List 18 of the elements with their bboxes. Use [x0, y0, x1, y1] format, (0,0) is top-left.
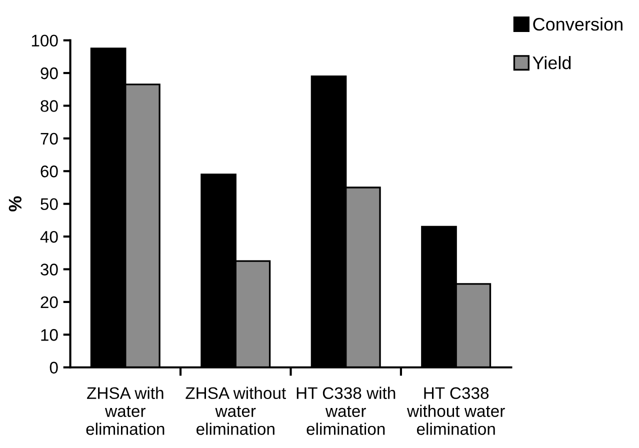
legend-label: Yield — [532, 56, 571, 70]
y-tick-label: 70 — [40, 132, 58, 145]
y-tick-label: 30 — [40, 264, 58, 276]
legend-label: Conversion — [533, 17, 622, 31]
y-tick-label: 40 — [40, 230, 58, 243]
x-tick-label: HT C338 with water elimination — [296, 386, 396, 435]
y-tick-label: 50 — [40, 198, 58, 210]
x-tick-label: ZHSA without water elimination — [186, 386, 286, 435]
y-tick-label: 90 — [40, 67, 58, 80]
y-axis-title: % — [8, 196, 22, 212]
y-tick-label: 80 — [40, 100, 58, 112]
y-tick-label: 20 — [40, 296, 58, 308]
y-tick-label: 60 — [40, 166, 58, 178]
y-tick-label: 10 — [41, 329, 58, 341]
y-tick-label: 0 — [50, 362, 58, 374]
x-tick-label: ZHSA with water elimination — [86, 386, 164, 435]
y-tick-label: 100 — [32, 34, 58, 47]
x-tick-label: HT C338 without water elimination — [406, 387, 505, 435]
